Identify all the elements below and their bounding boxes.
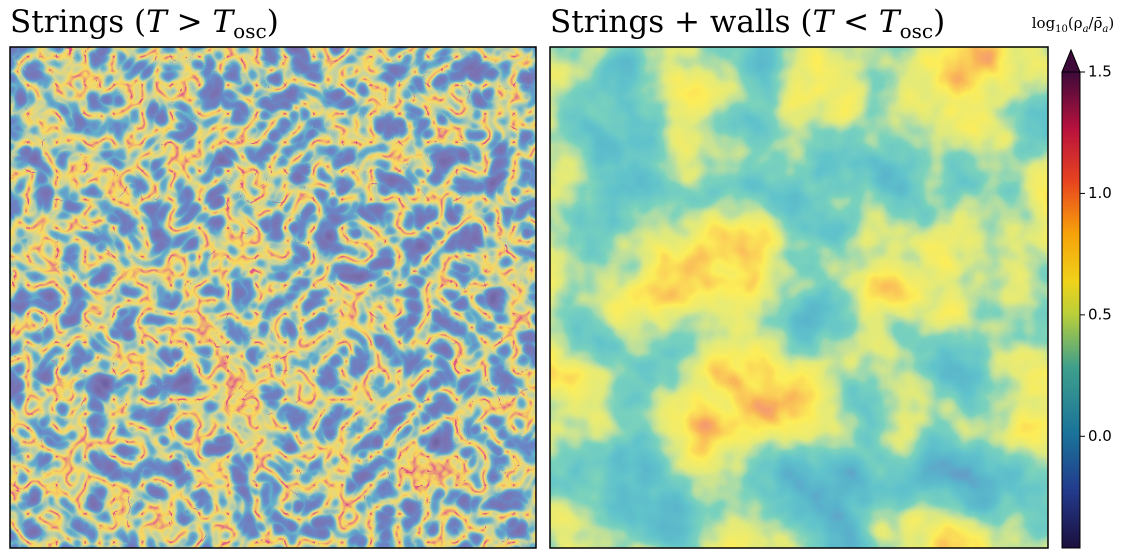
colorbar-tick-label: 0.5 — [1088, 305, 1112, 323]
colorbar — [1061, 71, 1081, 549]
walls-image — [550, 47, 1048, 548]
panel-title: Strings (T > Tosc) — [10, 4, 279, 43]
strings-image — [10, 47, 536, 548]
colorbar-ticks: 0.0 0.5 1.0 1.5 — [1080, 63, 1112, 445]
panel-title: Strings + walls (T < Tosc) — [550, 4, 945, 43]
colorbar-tick-label: 0.0 — [1088, 427, 1112, 445]
panel-frame — [9, 46, 537, 549]
colorbar-tick-label: 1.5 — [1088, 63, 1112, 81]
colorbar-tick-label: 1.0 — [1088, 184, 1112, 202]
panel-frame — [549, 46, 1049, 549]
colorbar-label: log10(ρa/ρ̄a) — [1032, 14, 1115, 35]
colorbar-extend — [1061, 48, 1081, 73]
